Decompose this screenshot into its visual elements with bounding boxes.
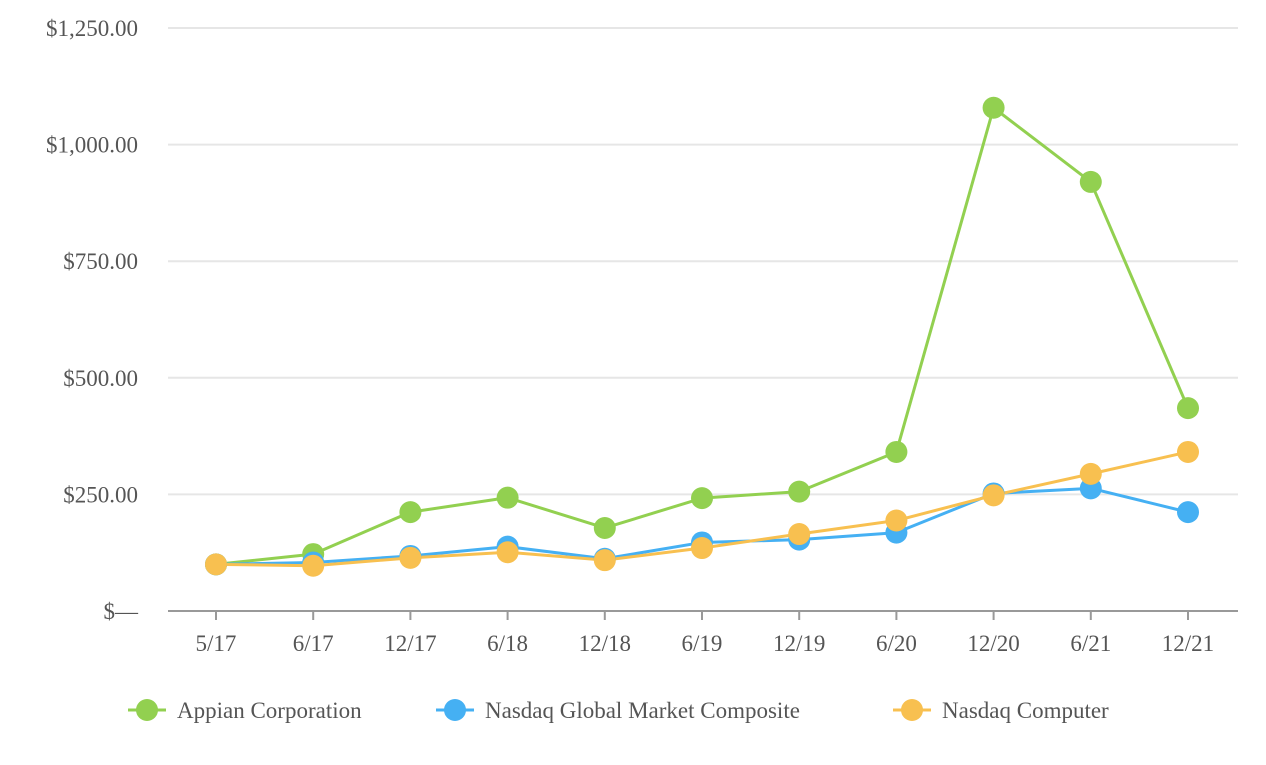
data-point bbox=[885, 509, 908, 532]
legend-label: Nasdaq Computer bbox=[942, 698, 1109, 723]
x-tick-label: 12/18 bbox=[579, 631, 631, 656]
data-point bbox=[1177, 501, 1199, 524]
x-tick-label: 6/18 bbox=[487, 631, 528, 656]
legend-swatch-marker bbox=[444, 699, 466, 721]
x-tick-label: 12/21 bbox=[1162, 631, 1214, 656]
y-axis-tick-labels: $— $250.00 $500.00 $750.00 $1,000.00 $1,250.0… bbox=[46, 16, 139, 624]
y-tick-label: $— bbox=[104, 599, 140, 624]
legend-swatch-marker bbox=[136, 699, 158, 721]
data-point bbox=[691, 537, 713, 560]
y-tick-label: $750.00 bbox=[63, 249, 138, 274]
x-tick-label: 5/17 bbox=[196, 631, 237, 656]
x-tick-label: 12/19 bbox=[773, 631, 825, 656]
data-point bbox=[1177, 397, 1199, 420]
legend: Appian Corporation Nasdaq Global Market C… bbox=[128, 698, 1109, 723]
legend-label: Appian Corporation bbox=[177, 698, 362, 723]
data-point bbox=[593, 516, 616, 539]
legend-item[interactable]: Appian Corporation bbox=[128, 698, 362, 723]
data-point bbox=[788, 523, 811, 546]
data-point bbox=[691, 487, 713, 510]
data-point bbox=[1079, 170, 1102, 193]
x-tick-label: 6/21 bbox=[1070, 631, 1111, 656]
data-point bbox=[302, 554, 325, 577]
x-tick-label: 6/20 bbox=[876, 631, 917, 656]
y-tick-label: $250.00 bbox=[63, 482, 138, 507]
x-tick-label: 6/17 bbox=[293, 631, 334, 656]
y-tick-label: $1,250.00 bbox=[46, 16, 138, 41]
data-point bbox=[885, 440, 908, 463]
axes bbox=[168, 610, 1238, 620]
y-tick-label: $500.00 bbox=[63, 366, 138, 391]
data-point bbox=[205, 553, 227, 576]
data-point bbox=[496, 486, 519, 509]
data-point bbox=[1177, 440, 1199, 463]
legend-item[interactable]: Nasdaq Global Market Composite bbox=[436, 698, 800, 723]
data-point bbox=[1079, 462, 1102, 485]
legend-item[interactable]: Nasdaq Computer bbox=[893, 698, 1109, 723]
data-point bbox=[496, 541, 519, 564]
legend-label: Nasdaq Global Market Composite bbox=[485, 698, 800, 723]
x-tick-label: 12/17 bbox=[384, 631, 436, 656]
x-axis-tick-labels: 5/17 6/17 12/17 6/18 12/18 6/19 12/19 6/20 12/20… bbox=[196, 631, 1215, 656]
data-point bbox=[982, 96, 1005, 119]
series bbox=[205, 96, 1199, 577]
data-point bbox=[788, 480, 811, 503]
x-tick-label: 6/19 bbox=[682, 631, 723, 656]
legend-swatch-marker bbox=[901, 699, 923, 721]
data-point bbox=[982, 484, 1005, 507]
x-tick-label: 12/20 bbox=[967, 631, 1019, 656]
y-tick-label: $1,000.00 bbox=[46, 133, 138, 158]
data-point bbox=[399, 546, 422, 569]
data-point bbox=[593, 549, 616, 572]
gridlines bbox=[168, 27, 1238, 496]
data-point bbox=[399, 501, 422, 524]
